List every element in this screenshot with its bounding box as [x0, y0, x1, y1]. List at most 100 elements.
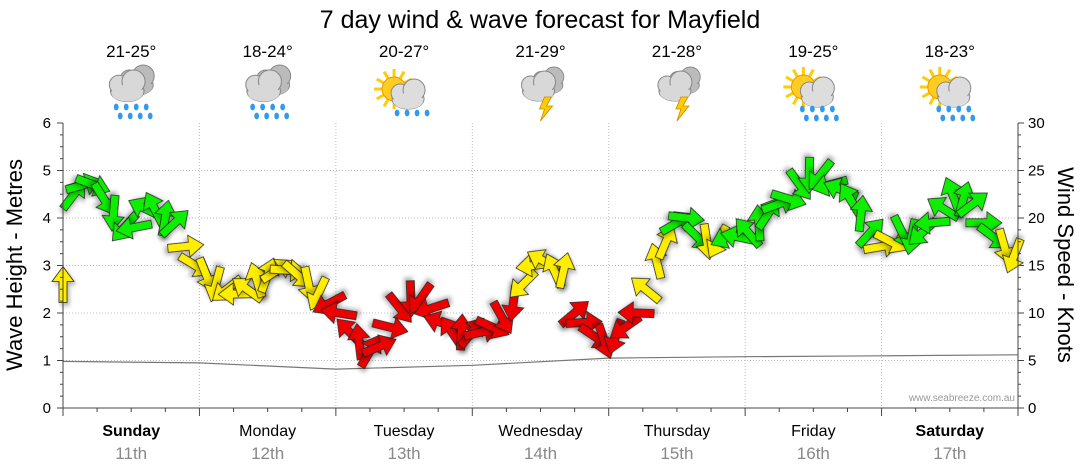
x-day-label: Sunday — [102, 423, 160, 440]
raindrop — [274, 112, 280, 120]
y-tick-label-right: 0 — [1028, 400, 1036, 417]
day-temp-range: 21-28° — [652, 42, 702, 61]
sun-ray — [792, 68, 799, 78]
y-tick-label-left: 1 — [43, 353, 51, 370]
wind-arrow-shape — [552, 252, 576, 290]
wind-arrow-shape — [1001, 237, 1025, 274]
cloud-shape — [521, 70, 556, 102]
wind-arrow-shape — [955, 192, 988, 219]
y-tick-label-left: 0 — [43, 400, 51, 417]
sun-ray — [944, 68, 952, 78]
cloud-fill — [938, 91, 969, 107]
y-axis-left-title: Wave Height - Metres — [2, 159, 27, 371]
raindrop — [254, 112, 260, 120]
x-day-label: Thursday — [644, 423, 711, 440]
y-tick-label-right: 20 — [1028, 210, 1045, 227]
credit-watermark: www.seabreeze.com.au — [908, 393, 1015, 404]
sun-ray — [785, 75, 794, 83]
x-day-label: Saturday — [916, 423, 985, 440]
sun-ray — [928, 68, 936, 78]
raindrop — [123, 103, 129, 111]
wind-arrow — [955, 192, 988, 219]
sun-ray — [921, 91, 931, 99]
wind-arrow — [101, 194, 126, 232]
raindrop — [799, 105, 805, 113]
raindrop — [250, 103, 256, 111]
wind-arrow — [552, 252, 576, 290]
raindrop — [414, 109, 420, 117]
raindrop — [284, 112, 290, 120]
raindrop — [956, 105, 962, 113]
chart-title: 7 day wind & wave forecast for Mayfield — [320, 6, 760, 34]
day-temp-range: 21-25° — [106, 42, 156, 61]
raindrop — [260, 103, 266, 111]
raindrop — [270, 103, 276, 111]
y-axis-right-title: Wind Speed - Knots — [1053, 167, 1078, 363]
wind-arrow-shape — [630, 277, 663, 305]
wind-arrow-shape — [167, 234, 205, 258]
wind-arrow — [630, 277, 663, 305]
sun-cloud-rain-icon — [919, 67, 976, 122]
y-tick-label-left: 2 — [43, 305, 51, 322]
day-forecast-headers: 21-25° 18-24° 20-27° 21-29° 21-28° 19-25° 18-2… — [106, 42, 976, 122]
raindrop — [823, 114, 829, 122]
cloud-shape — [108, 69, 146, 103]
wind-arrow — [927, 197, 961, 222]
wind-arrow-shape — [158, 210, 189, 239]
lightning-bolt — [538, 96, 554, 122]
raindrop — [147, 112, 153, 120]
sun-ray — [785, 91, 794, 99]
sun-ray — [382, 98, 390, 108]
y-tick-label-left: 5 — [43, 163, 51, 180]
raindrop — [133, 103, 139, 111]
x-day-label: Monday — [239, 423, 296, 440]
wind-arrow-shape — [232, 278, 265, 304]
wind-arrow-shape — [101, 194, 126, 232]
wind-arrow — [654, 224, 678, 261]
raindrop — [936, 105, 942, 113]
rain-cloud-icon — [245, 64, 292, 120]
sun-cloud-shower-icon — [374, 69, 430, 117]
raindrop — [833, 114, 839, 122]
day-temp-range: 18-23° — [925, 42, 975, 61]
raindrop — [803, 114, 809, 122]
sun-ray — [376, 77, 385, 85]
raindrop — [280, 103, 286, 111]
y-tick-label-right: 25 — [1028, 163, 1045, 180]
raindrop — [940, 114, 946, 122]
wind-arrow — [360, 334, 397, 358]
raindrop — [813, 114, 819, 122]
raindrop — [127, 112, 133, 120]
cloud-fill — [393, 93, 424, 109]
wind-arrow — [115, 216, 153, 240]
thunderstorm-icon — [521, 66, 565, 122]
raindrop — [404, 109, 410, 117]
cloud-shape — [390, 78, 426, 110]
raindrop — [137, 112, 143, 120]
y-tick-label-left: 6 — [43, 115, 51, 132]
cloud-shape — [799, 76, 835, 108]
raindrop — [970, 114, 976, 122]
wind-arrow-shape — [320, 300, 358, 325]
cloud-shape — [245, 69, 283, 103]
day-temp-range: 20-27° — [379, 42, 429, 61]
wind-arrow-shape — [927, 197, 961, 222]
y-tick-label-right: 30 — [1028, 115, 1045, 132]
wind-arrow — [320, 300, 358, 325]
raindrop — [950, 114, 956, 122]
day-temp-range: 19-25° — [788, 42, 838, 61]
wind-arrow — [232, 278, 265, 304]
cloud-fill — [247, 84, 280, 102]
wind-arrow-shape — [360, 334, 397, 358]
raindrop — [424, 109, 430, 117]
sun-ray — [921, 75, 931, 83]
wind-arrow — [1001, 237, 1025, 274]
sun-ray — [792, 96, 799, 106]
x-date-label: 15th — [660, 444, 693, 463]
wind-arrow — [167, 234, 205, 258]
wind-arrow-shape — [654, 224, 678, 261]
y-tick-label-left: 4 — [43, 210, 51, 227]
wind-arrow-shape — [849, 194, 874, 233]
wave-height-series — [62, 354, 1019, 370]
x-day-label: Tuesday — [374, 423, 435, 440]
